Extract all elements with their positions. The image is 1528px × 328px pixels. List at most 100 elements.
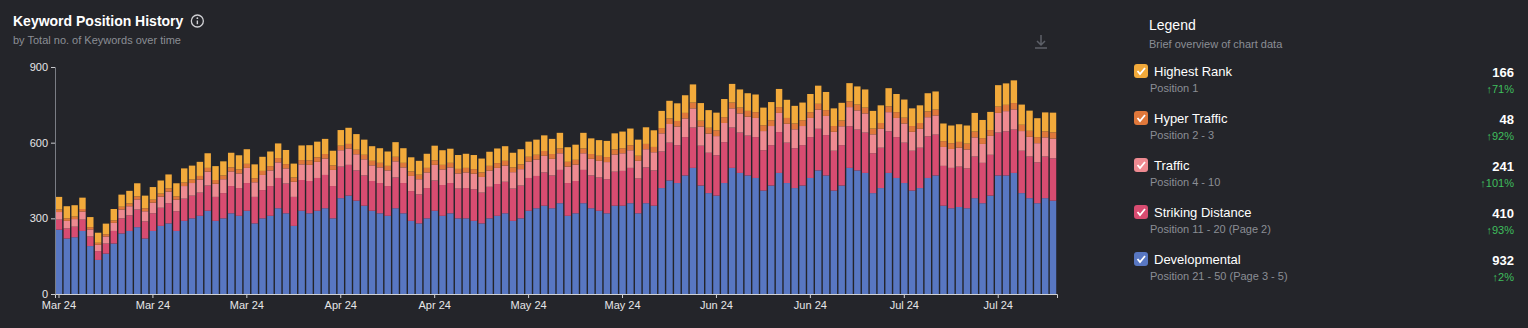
- bar-segment[interactable]: [823, 135, 829, 175]
- bar-segment[interactable]: [330, 151, 336, 166]
- bar-segment[interactable]: [478, 172, 484, 177]
- bar-segment[interactable]: [565, 147, 571, 162]
- bar-segment[interactable]: [56, 212, 62, 220]
- bar-segment[interactable]: [948, 143, 954, 149]
- bar-segment[interactable]: [150, 213, 156, 231]
- bar-segment[interactable]: [377, 167, 383, 183]
- bar-segment[interactable]: [486, 171, 492, 187]
- bar-segment[interactable]: [604, 157, 610, 162]
- bar-segment[interactable]: [1026, 137, 1032, 157]
- bar-segment[interactable]: [987, 196, 993, 294]
- bar-segment[interactable]: [964, 149, 970, 168]
- bar-segment[interactable]: [1018, 151, 1024, 193]
- bar-segment[interactable]: [917, 129, 923, 148]
- bar-segment[interactable]: [439, 165, 445, 170]
- legend-checkbox[interactable]: [1134, 64, 1148, 78]
- bar-segment[interactable]: [267, 166, 273, 170]
- bar-segment[interactable]: [502, 161, 508, 166]
- bar-segment[interactable]: [408, 191, 414, 221]
- bar-segment[interactable]: [314, 162, 320, 178]
- bar-segment[interactable]: [948, 208, 954, 294]
- bar-segment[interactable]: [611, 206, 617, 294]
- bar-segment[interactable]: [439, 150, 445, 165]
- bar-segment[interactable]: [979, 120, 985, 138]
- bar-segment[interactable]: [330, 165, 336, 170]
- bar-segment[interactable]: [338, 198, 344, 294]
- bar-segment[interactable]: [846, 83, 852, 101]
- bar-segment[interactable]: [298, 145, 304, 160]
- bar-segment[interactable]: [925, 178, 931, 294]
- bar-segment[interactable]: [776, 89, 782, 107]
- bar-segment[interactable]: [251, 223, 257, 294]
- bar-segment[interactable]: [79, 198, 85, 209]
- bar-segment[interactable]: [439, 169, 445, 185]
- bar-segment[interactable]: [424, 172, 430, 188]
- bar-segment[interactable]: [596, 156, 602, 161]
- bar-segment[interactable]: [658, 151, 664, 188]
- bar-segment[interactable]: [807, 94, 813, 112]
- bar-segment[interactable]: [549, 159, 555, 176]
- bar-segment[interactable]: [173, 196, 179, 199]
- bar-segment[interactable]: [518, 186, 524, 219]
- bar-segment[interactable]: [1011, 173, 1017, 294]
- bar-segment[interactable]: [471, 189, 477, 221]
- bar-segment[interactable]: [181, 168, 187, 182]
- bar-segment[interactable]: [831, 132, 837, 151]
- bar-segment[interactable]: [486, 166, 492, 171]
- bar-segment[interactable]: [306, 160, 312, 165]
- bar-segment[interactable]: [792, 188, 798, 294]
- bar-segment[interactable]: [251, 197, 257, 223]
- bar-segment[interactable]: [111, 244, 117, 294]
- bar-segment[interactable]: [142, 211, 148, 221]
- bar-segment[interactable]: [768, 145, 774, 185]
- bar-segment[interactable]: [745, 93, 751, 111]
- bar-segment[interactable]: [745, 117, 751, 136]
- bar-segment[interactable]: [752, 118, 758, 137]
- legend-item[interactable]: Highest RankPosition 1166↑71%: [1134, 64, 1514, 95]
- bar-segment[interactable]: [103, 224, 109, 235]
- bar-segment[interactable]: [353, 134, 359, 150]
- bar-segment[interactable]: [541, 151, 547, 156]
- bar-segment[interactable]: [259, 190, 265, 218]
- bar-segment[interactable]: [901, 183, 907, 294]
- bar-segment[interactable]: [330, 170, 336, 186]
- bar-segment[interactable]: [643, 203, 649, 294]
- bar-segment[interactable]: [189, 218, 195, 294]
- bar-segment[interactable]: [565, 167, 571, 183]
- bar-segment[interactable]: [189, 179, 195, 183]
- bar-segment[interactable]: [752, 94, 758, 112]
- bar-segment[interactable]: [635, 161, 641, 179]
- bar-segment[interactable]: [674, 127, 680, 146]
- bar-segment[interactable]: [1050, 201, 1056, 294]
- bar-segment[interactable]: [87, 229, 93, 236]
- bar-segment[interactable]: [768, 102, 774, 120]
- bar-segment[interactable]: [784, 143, 790, 183]
- bar-segment[interactable]: [713, 130, 719, 136]
- bar-segment[interactable]: [95, 260, 101, 294]
- bar-segment[interactable]: [71, 217, 77, 220]
- bar-segment[interactable]: [549, 139, 555, 154]
- bar-segment[interactable]: [909, 132, 915, 151]
- bar-segment[interactable]: [126, 191, 132, 204]
- bar-segment[interactable]: [917, 148, 923, 188]
- bar-segment[interactable]: [964, 168, 970, 208]
- bar-segment[interactable]: [150, 231, 156, 294]
- bar-segment[interactable]: [181, 186, 187, 199]
- bar-segment[interactable]: [353, 154, 359, 170]
- legend-item[interactable]: DevelopmentalPosition 21 - 50 (Page 3 - …: [1134, 252, 1514, 283]
- bar-segment[interactable]: [870, 111, 876, 129]
- bar-segment[interactable]: [455, 189, 461, 219]
- bar-segment[interactable]: [917, 105, 923, 123]
- bar-segment[interactable]: [925, 136, 931, 178]
- bar-segment[interactable]: [111, 223, 117, 231]
- bar-segment[interactable]: [56, 220, 62, 230]
- bar-segment[interactable]: [455, 173, 461, 188]
- bar-segment[interactable]: [134, 196, 140, 199]
- bar-segment[interactable]: [71, 237, 77, 294]
- bar-segment[interactable]: [854, 170, 860, 294]
- bar-segment[interactable]: [439, 216, 445, 294]
- bar-segment[interactable]: [948, 168, 954, 208]
- bar-segment[interactable]: [385, 151, 391, 165]
- bar-segment[interactable]: [932, 110, 938, 116]
- bar-segment[interactable]: [463, 154, 469, 168]
